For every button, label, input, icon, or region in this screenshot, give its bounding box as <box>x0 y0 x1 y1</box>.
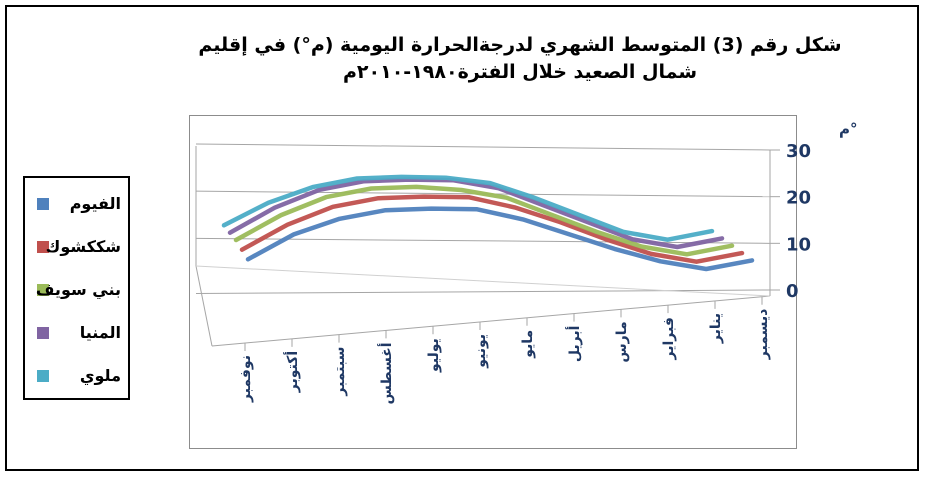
legend-swatch-fayoum <box>37 198 49 210</box>
floor-left-edge <box>195 265 213 347</box>
series-line-0 <box>245 206 755 272</box>
x-tick-label: أبريل <box>565 326 583 363</box>
series-line-2 <box>233 184 735 257</box>
x-tick-label: سبتمبر <box>332 347 348 397</box>
x-tick-label: يوليو <box>426 338 442 373</box>
legend-item-minya: المنيا <box>33 321 125 345</box>
legend: الفيوم شككشوك بني سويف المنيا ملوي <box>23 176 130 400</box>
y-tick-label: 0 <box>786 281 799 302</box>
floor-back-edge <box>195 265 771 297</box>
legend-item-beni-suef: بني سويف <box>33 278 125 302</box>
legend-swatch-shakshouk <box>37 241 49 253</box>
legend-swatch-mallawi <box>37 370 49 382</box>
chart-title-line-2: شمال الصعيد خلال الفترة١٩٨٠-٢٠١٠م <box>342 61 698 83</box>
chart-title-line-1: شكل رقم (3) المتوسط الشهري لدرجةالحرارة … <box>198 34 842 56</box>
legend-item-shakshouk: شككشوك <box>33 235 125 259</box>
series-line-3 <box>227 177 725 250</box>
legend-label-shakshouk: شككشوك <box>45 237 121 256</box>
x-tick-label: أغسطس <box>377 342 395 404</box>
x-tick-label: فبراير <box>661 317 677 360</box>
y-tick-label: 20 <box>786 188 811 209</box>
chart-title: شكل رقم (3) المتوسط الشهري لدرجةالحرارة … <box>150 32 890 86</box>
x-tick-label: ديسمبر <box>755 309 771 361</box>
legend-swatch-minya <box>37 327 49 339</box>
legend-label-beni-suef: بني سويف <box>35 280 121 299</box>
x-tick-label: مايو <box>520 330 536 359</box>
legend-label-fayoum: الفيوم <box>69 194 121 213</box>
legend-label-mallawi: ملوي <box>79 366 121 385</box>
legend-swatch-beni-suef <box>37 284 49 296</box>
series-line-1 <box>239 194 745 264</box>
floor-front-edge <box>211 295 771 347</box>
gridline <box>195 143 771 151</box>
y-axis-unit: م° <box>839 120 858 138</box>
x-tick-label: أكتوبر <box>283 351 301 393</box>
x-tick-label: يناير <box>708 313 724 344</box>
legend-label-minya: المنيا <box>79 323 121 342</box>
legend-item-mallawi: ملوي <box>33 364 125 388</box>
x-tick-label: يونيو <box>473 334 489 369</box>
series-line-4 <box>221 174 715 242</box>
x-tick-label: مارس <box>614 321 630 362</box>
x-tick-label: نوفمبر <box>238 355 254 403</box>
y-tick-label: 10 <box>786 234 811 255</box>
legend-item-fayoum: الفيوم <box>33 192 125 216</box>
gridline <box>195 237 771 244</box>
y-tick-label: 30 <box>786 141 811 162</box>
